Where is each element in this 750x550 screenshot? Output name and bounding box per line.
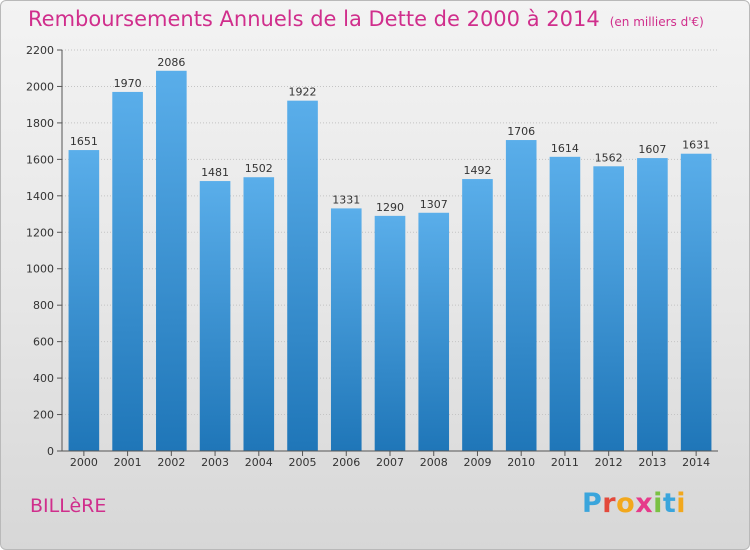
y-tick-label: 0 — [47, 445, 54, 458]
bar-value-label: 1970 — [114, 77, 142, 90]
title-text: Remboursements Annuels de la Dette de 20… — [28, 7, 600, 31]
bar-value-label: 1331 — [332, 193, 360, 206]
bar-value-label: 1607 — [638, 143, 666, 156]
axes: 0 200 400 600 800 1000 1200 1400 1600 1800 2000 220… — [26, 44, 718, 469]
y-tick-label: 2200 — [26, 44, 54, 57]
x-tick-label: 2012 — [595, 456, 623, 469]
y-tick-label: 1200 — [26, 226, 54, 239]
bar-value-label: 1502 — [245, 162, 273, 175]
bar-value-label: 1290 — [376, 201, 404, 214]
chart-title: Remboursements Annuels de la Dette de 20… — [28, 7, 704, 31]
commune-name: BILLèRE — [30, 495, 107, 517]
y-tick-label: 200 — [33, 409, 54, 422]
bar[interactable] — [287, 100, 318, 452]
bar-value-label: 1922 — [289, 86, 317, 99]
bar-value-label: 1631 — [682, 139, 710, 152]
x-tick-label: 2013 — [638, 456, 666, 469]
logo-letter: x — [635, 488, 654, 519]
bar[interactable] — [637, 158, 668, 452]
bar[interactable] — [505, 140, 537, 451]
bars: 1651 1970 2086 1481 1502 1922 1331 1290 1307 1492… — [68, 56, 712, 452]
bar-value-label: 1706 — [507, 125, 535, 138]
logo-letter: r — [602, 488, 617, 519]
logo-letter: i — [676, 488, 687, 519]
y-tick-label: 800 — [33, 299, 54, 312]
bar[interactable] — [549, 156, 581, 451]
bar[interactable] — [68, 150, 100, 451]
y-tick-label: 2000 — [26, 80, 54, 93]
bar[interactable] — [374, 215, 406, 451]
x-tick-label: 2000 — [70, 456, 98, 469]
x-tick-label: 2009 — [463, 456, 491, 469]
bar-value-label: 1492 — [463, 164, 491, 177]
y-tick-label: 400 — [33, 372, 54, 385]
bar[interactable] — [243, 177, 275, 451]
x-tick-label: 2011 — [551, 456, 579, 469]
bar[interactable] — [199, 181, 231, 452]
bar[interactable] — [593, 166, 624, 452]
x-tick-label: 2002 — [157, 456, 185, 469]
logo-letter: P — [582, 488, 603, 519]
y-tick-label: 600 — [33, 336, 54, 349]
bar[interactable] — [418, 212, 450, 451]
y-tick-label: 1000 — [26, 263, 54, 276]
bar[interactable] — [330, 208, 362, 451]
bar-value-label: 1562 — [595, 151, 623, 164]
bar-value-label: 2086 — [157, 56, 185, 69]
bar[interactable] — [112, 91, 143, 451]
y-tick-label: 1600 — [26, 153, 54, 166]
bar-value-label: 1614 — [551, 142, 579, 155]
title-unit: (en milliers d'€) — [609, 15, 704, 29]
proxiti-logo[interactable]: Proxiti — [582, 488, 686, 519]
y-tick-label: 1800 — [26, 117, 54, 130]
y-tick-label: 1400 — [26, 190, 54, 203]
x-tick-label: 2014 — [682, 456, 710, 469]
x-tick-label: 2008 — [420, 456, 448, 469]
logo-letter: t — [662, 488, 677, 519]
bar[interactable] — [680, 153, 712, 451]
bar-value-label: 1481 — [201, 166, 229, 179]
x-tick-label: 2005 — [289, 456, 317, 469]
x-tick-label: 2003 — [201, 456, 229, 469]
bar-value-label: 1307 — [420, 198, 448, 211]
x-tick-label: 2007 — [376, 456, 404, 469]
bar[interactable] — [156, 70, 187, 452]
x-tick-label: 2010 — [507, 456, 535, 469]
x-tick-label: 2001 — [114, 456, 142, 469]
x-tick-label: 2006 — [332, 456, 360, 469]
bar-value-label: 1651 — [70, 135, 98, 148]
x-tick-label: 2004 — [245, 456, 273, 469]
bar[interactable] — [462, 179, 493, 452]
logo-letter: o — [616, 488, 636, 519]
logo-letter: i — [653, 488, 663, 519]
